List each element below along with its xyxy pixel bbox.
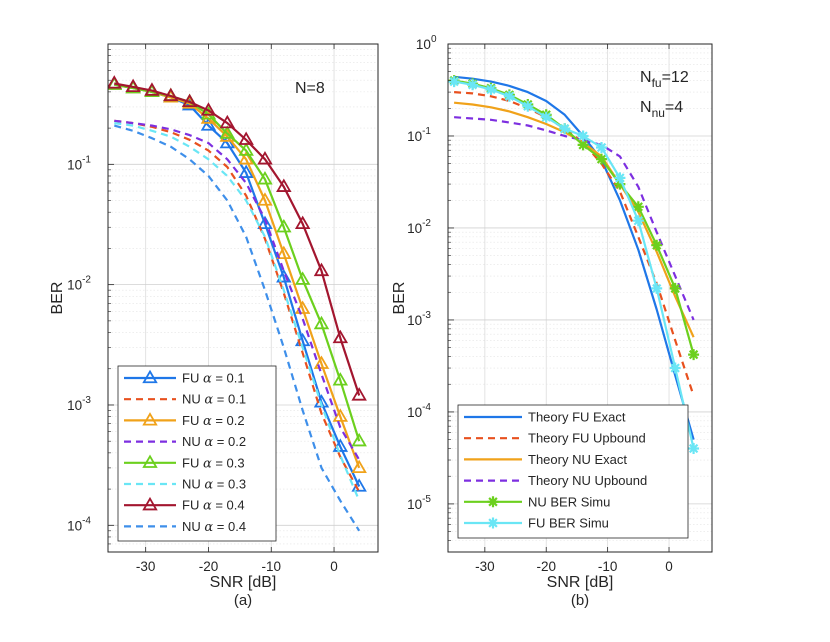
panel-b-legend: Theory FU Exact Theory FU Upbound Theory N… xyxy=(458,405,688,538)
y-tick-label: 10-1 xyxy=(67,154,91,172)
x-tick-label: 0 xyxy=(665,559,673,574)
legend-label: Theory FU Upbound xyxy=(528,431,646,446)
series-marker-star xyxy=(449,76,460,87)
panel-b-annotation-nu-base: N xyxy=(640,99,652,116)
series-marker-star xyxy=(670,363,681,374)
x-tick-label: 0 xyxy=(330,559,338,574)
panel-b: -30 -20 -10 0 10-5 10-4 10-3 10-2 10-1 100 Nfu=12… xyxy=(391,34,712,609)
y-tick-label: 10-1 xyxy=(407,126,431,144)
panel-b-subtitle: (b) xyxy=(571,592,589,609)
panel-b-annotation-nu-rest: =4 xyxy=(665,99,683,116)
legend-label: FU BER Simu xyxy=(528,516,609,531)
y-tick-label: 10-4 xyxy=(407,402,431,420)
legend-label: FU α = 0.2 xyxy=(182,413,245,429)
legend-label: NU BER Simu xyxy=(528,494,610,509)
y-tick-label: 10-5 xyxy=(407,494,431,512)
legend-label: NU α = 0.3 xyxy=(182,477,246,493)
panel-b-annotation-nu-sub: nu xyxy=(652,106,665,120)
legend-marker-star xyxy=(488,518,499,529)
x-tick-label: -20 xyxy=(536,559,556,574)
series-marker-star xyxy=(559,123,570,134)
series-marker-star xyxy=(486,84,497,95)
panel-b-annotation-fu-sub: fu xyxy=(652,76,662,90)
legend-label: Theory NU Upbound xyxy=(528,473,647,488)
panel-a-xlabel: SNR [dB] xyxy=(210,574,277,591)
y-tick-label: 100 xyxy=(416,34,437,52)
legend-label: FU α = 0.1 xyxy=(182,371,245,387)
panel-a-legend: FU α = 0.1 NU α = 0.1 FU α = 0.2 NU α = 0.2… xyxy=(118,366,276,541)
legend-label: NU α = 0.1 xyxy=(182,392,246,408)
y-tick-label: 10-3 xyxy=(67,395,91,413)
series-marker-star xyxy=(522,101,533,112)
y-tick-label: 10-2 xyxy=(67,275,91,293)
legend-label: NU α = 0.4 xyxy=(182,519,246,535)
panel-b-xlabel: SNR [dB] xyxy=(547,574,614,591)
y-tick-label: 10-2 xyxy=(407,218,431,236)
legend-label: Theory FU Exact xyxy=(528,410,626,425)
series-marker-star xyxy=(670,283,681,294)
series-marker-star xyxy=(578,131,589,142)
legend-label: Theory NU Exact xyxy=(528,452,627,467)
legend-label: FU α = 0.4 xyxy=(182,498,245,514)
panel-b-annotation-fu-rest: =12 xyxy=(662,69,689,86)
series-marker-star xyxy=(633,215,644,226)
x-tick-label: -10 xyxy=(598,559,618,574)
panel-a-ylabel: BER xyxy=(49,282,66,315)
legend-label: FU α = 0.3 xyxy=(182,455,245,471)
panel-a: -30 -20 -10 010-410-310-210-1 N=8 SNR [dB] … xyxy=(49,44,378,609)
y-tick-label: 10-3 xyxy=(407,310,431,328)
series-marker-star xyxy=(688,443,699,454)
panel-a-subtitle: (a) xyxy=(234,592,252,609)
series-marker-star xyxy=(541,112,552,123)
y-tick-label: 10-4 xyxy=(67,515,91,533)
series-marker-star xyxy=(651,240,662,251)
series-marker-star xyxy=(504,91,515,102)
series-marker-star xyxy=(596,142,607,153)
series-marker-star xyxy=(614,172,625,183)
series-marker-star xyxy=(467,79,478,90)
x-tick-label: -30 xyxy=(475,559,495,574)
legend-marker-star xyxy=(488,496,499,507)
figure: -30 -20 -10 0 10-4 10-3 10-2 10-1 N=8 SNR [dB] … xyxy=(0,0,830,637)
x-tick-label: -30 xyxy=(136,559,156,574)
x-tick-label: -20 xyxy=(199,559,219,574)
legend-label: NU α = 0.2 xyxy=(182,434,246,450)
panel-b-annotation-fu-base: N xyxy=(640,69,652,86)
panel-b-ylabel: BER xyxy=(391,282,408,315)
panel-a-annotation: N=8 xyxy=(295,80,325,97)
series-marker-star xyxy=(688,349,699,360)
figure-canvas: -30 -20 -10 010-410-310-210-1 N=8 SNR [dB] … xyxy=(0,0,830,637)
x-tick-label: -10 xyxy=(261,559,281,574)
